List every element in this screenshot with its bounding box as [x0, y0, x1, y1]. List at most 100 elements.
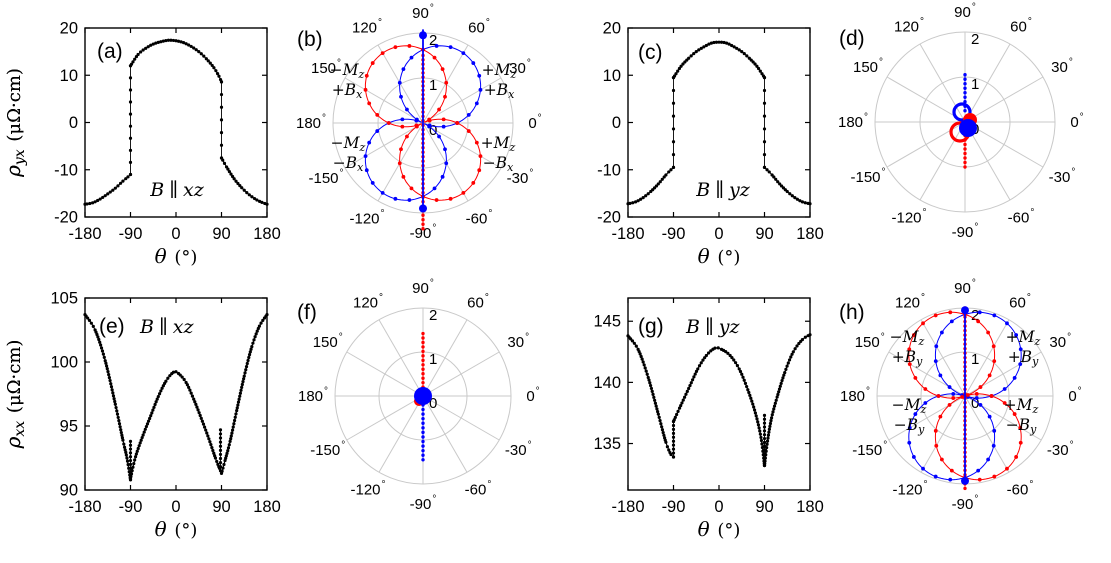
data-point: [192, 397, 196, 401]
data-point: [93, 200, 97, 204]
data-point: [745, 384, 749, 389]
data-point: [96, 198, 100, 203]
series-line: [84, 174, 131, 205]
data-point: [211, 448, 215, 453]
data-point: [128, 124, 133, 128]
data-point: [124, 453, 128, 457]
y-tick-label: 100: [50, 354, 78, 372]
data-point: [660, 428, 665, 432]
data-point: [106, 192, 110, 196]
data-point: [226, 446, 231, 450]
quadrant-label: −By: [894, 416, 925, 436]
data-point: [218, 440, 223, 444]
data-point: [220, 469, 224, 473]
data-point: [242, 377, 246, 381]
quadrant-label: +By: [1008, 348, 1039, 368]
data-point: [992, 359, 997, 364]
data-point: [657, 415, 661, 420]
data-point: [963, 165, 967, 169]
data-point: [101, 195, 105, 200]
data-point: [224, 454, 228, 458]
data-point: [963, 147, 967, 151]
series-line: [763, 334, 811, 466]
data-point: [936, 394, 941, 398]
series-line: [673, 347, 766, 466]
data-point: [478, 87, 483, 92]
x-tick-label: 90: [755, 225, 773, 243]
data-point: [762, 101, 767, 105]
data-point: [386, 121, 391, 125]
data-point: [764, 453, 768, 457]
data-point: [933, 474, 938, 479]
data-point: [448, 196, 453, 201]
data-point: [407, 198, 412, 202]
data-point: [690, 378, 695, 382]
data-point: [140, 435, 144, 440]
angle-tick-label: -90°: [952, 222, 979, 241]
data-point: [204, 57, 208, 61]
data-point: [98, 197, 102, 201]
series-line: [627, 335, 674, 458]
data-point: [128, 462, 133, 466]
panel-d: 0° 30° 60° 90° 120° 150° 180° -150° -120° -90° -60…: [838, 2, 1084, 241]
data-point: [123, 448, 127, 452]
data-point: [671, 101, 676, 105]
data-point: [421, 416, 425, 421]
data-point: [774, 177, 778, 181]
data-point: [128, 112, 133, 116]
data-point: [230, 174, 235, 179]
polar-series: [414, 387, 432, 405]
data-point: [108, 190, 112, 194]
data-point: [110, 388, 114, 392]
data-point: [409, 55, 414, 60]
data-point: [797, 341, 801, 346]
data-point: [239, 388, 243, 392]
data-point: [237, 397, 241, 401]
data-point: [746, 388, 750, 392]
data-point: [208, 440, 212, 444]
angle-tick-label: -60°: [1007, 480, 1034, 499]
data-point: [777, 390, 781, 394]
polar-series: [907, 310, 1023, 482]
data-point: [124, 177, 128, 181]
data-point: [128, 447, 133, 451]
data-point: [655, 407, 659, 411]
data-point: [658, 180, 662, 184]
x-tick-label: 90: [212, 225, 230, 243]
data-point: [758, 429, 762, 433]
x-tick-label: -180: [611, 498, 644, 516]
data-point: [630, 339, 635, 343]
series-line: [627, 167, 674, 205]
data-point: [978, 403, 983, 407]
data-point: [654, 184, 659, 188]
data-point: [421, 439, 425, 444]
data-point: [643, 366, 647, 370]
data-point: [737, 48, 741, 52]
polar-series: [419, 123, 427, 213]
data-point: [128, 100, 133, 104]
data-point: [662, 433, 666, 437]
data-point: [121, 179, 125, 183]
data-point: [197, 411, 201, 415]
field-orientation-label: B ∥ yz: [685, 316, 740, 338]
data-point: [641, 196, 645, 200]
angle-tick-label: -120°: [891, 207, 926, 226]
data-point: [421, 444, 425, 448]
angle-tick-label: -150°: [308, 168, 343, 187]
data-point: [963, 82, 967, 86]
data-point: [650, 389, 654, 393]
polar-series: [421, 398, 425, 462]
data-point: [250, 195, 254, 199]
data-point: [189, 391, 193, 395]
data-point: [119, 430, 123, 435]
data-point: [671, 423, 676, 428]
data-point: [683, 395, 687, 399]
data-point: [244, 364, 249, 369]
data-point: [95, 332, 99, 337]
data-point: [687, 56, 691, 60]
data-point: [645, 372, 649, 376]
data-point: [641, 360, 645, 364]
angle-tick-label: 150°: [853, 57, 883, 76]
radial-tick-label: 1: [429, 77, 437, 94]
